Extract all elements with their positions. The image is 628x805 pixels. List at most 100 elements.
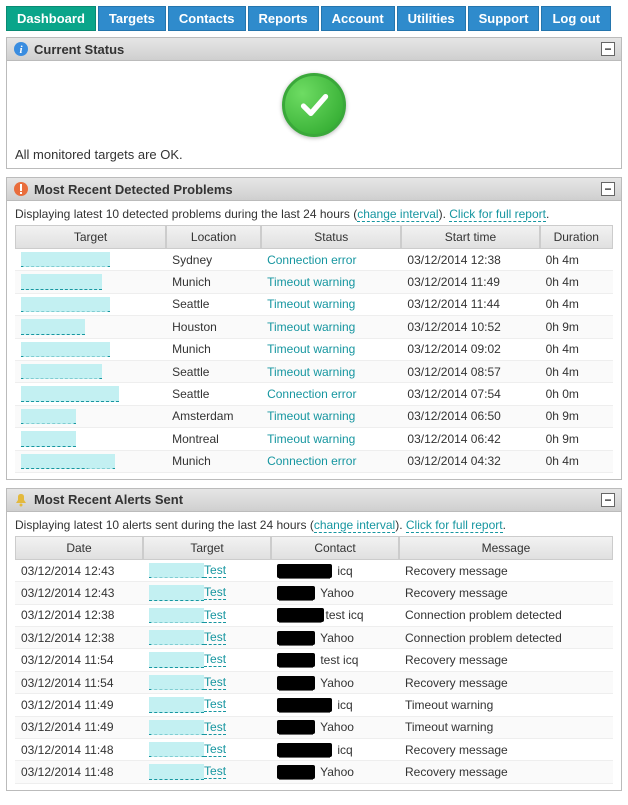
status-ok-badge-container [15, 67, 613, 141]
column-header: Duration [540, 225, 613, 249]
table-row: VoiceShot T███ Munich Connection error 03/1… [15, 451, 613, 473]
subtext-mid: ). [439, 207, 450, 221]
change-interval-link[interactable]: change interval [314, 518, 395, 533]
main-nav: Dashboard Targets Contacts Reports Accou… [6, 6, 622, 31]
target-link[interactable]: █████████ [21, 274, 102, 289]
full-report-link[interactable]: Click for full report [449, 207, 546, 222]
panel-title-problems: Most Recent Detected Problems [34, 182, 233, 197]
start-time-cell: 03/12/2014 08:57 [401, 361, 539, 383]
subtext-prefix: Displaying latest 10 detected problems d… [15, 207, 357, 221]
date-cell: 03/12/2014 12:38 [15, 627, 143, 649]
target-link[interactable]: ██████ [21, 409, 76, 424]
collapse-button[interactable]: − [601, 493, 615, 507]
target-link[interactable]: ██████████ [21, 252, 110, 267]
contact-cell: Yahoo [317, 631, 354, 645]
target-link[interactable]: Test [204, 608, 226, 623]
location-cell: Montreal [166, 428, 261, 450]
column-header: Target [15, 225, 166, 249]
panel-problems: Most Recent Detected Problems − Displayi… [6, 177, 622, 480]
full-report-link[interactable]: Click for full report [406, 518, 503, 533]
start-time-cell: 03/12/2014 09:02 [401, 339, 539, 361]
status-link[interactable]: Timeout warning [267, 320, 355, 334]
duration-cell: 0h 9m [540, 406, 613, 428]
contact-cell: Yahoo [317, 720, 354, 734]
date-cell: 03/12/2014 11:49 [15, 717, 143, 739]
table-row: ██████████MunichTimeout warning03/12/201… [15, 339, 613, 361]
target-link[interactable]: ███████ [21, 319, 85, 334]
nav-targets[interactable]: Targets [98, 6, 166, 31]
table-row: ██████████SeattleTimeout warning03/12/20… [15, 294, 613, 316]
contact-cell: Yahoo [317, 586, 354, 600]
date-cell: 03/12/2014 11:54 [15, 672, 143, 694]
location-cell: Munich [166, 451, 261, 473]
nav-reports[interactable]: Reports [248, 6, 319, 31]
contact-cell: test icq [326, 608, 364, 622]
target-link[interactable]: Test [204, 652, 226, 667]
nav-dashboard[interactable]: Dashboard [6, 6, 96, 31]
target-link[interactable]: ██████████ [21, 342, 110, 357]
duration-cell: 0h 4m [540, 361, 613, 383]
problems-table: TargetLocationStatusStart timeDuration █… [15, 225, 613, 473]
status-link[interactable]: Timeout warning [267, 432, 355, 446]
status-link[interactable]: Timeout warning [267, 365, 355, 379]
table-row: █████████ Seattle Timeout warning 03/12/201… [15, 361, 613, 383]
nav-support[interactable]: Support [468, 6, 540, 31]
table-row: ██████MontrealTimeout warning03/12/2014 … [15, 428, 613, 450]
table-row: ███████HoustonTimeout warning03/12/2014 … [15, 316, 613, 338]
target-link[interactable]: Test [204, 563, 226, 578]
target-link[interactable]: ██████████ [21, 297, 110, 312]
message-cell: Timeout warning [399, 694, 613, 716]
target-link[interactable]: ███████████ [21, 386, 119, 401]
target-link[interactable]: █████████ [21, 364, 102, 379]
date-cell: 03/12/2014 11:48 [15, 739, 143, 761]
column-header: Date [15, 536, 143, 560]
contact-cell: Yahoo [317, 765, 354, 779]
message-cell: Recovery message [399, 582, 613, 604]
target-link[interactable]: VoiceShot T███ [21, 454, 115, 469]
panel-body-alerts: Displaying latest 10 alerts sent during … [7, 512, 621, 790]
target-link[interactable]: Test [204, 630, 226, 645]
contact-cell: Yahoo [317, 676, 354, 690]
location-cell: Amsterdam [166, 406, 261, 428]
panel-alerts: Most Recent Alerts Sent − Displaying lat… [6, 488, 622, 791]
nav-account[interactable]: Account [321, 6, 395, 31]
table-row: 03/12/2014 11:54██████ Test████ test icq… [15, 649, 613, 671]
target-link[interactable]: Test [204, 697, 226, 712]
target-link[interactable]: Test [204, 764, 226, 779]
date-cell: 03/12/2014 11:48 [15, 761, 143, 783]
bell-icon [13, 492, 29, 508]
contact-cell: icq [334, 564, 353, 578]
message-cell: Connection problem detected [399, 605, 613, 627]
duration-cell: 0h 4m [540, 339, 613, 361]
collapse-button[interactable]: − [601, 182, 615, 196]
nav-logout[interactable]: Log out [541, 6, 611, 31]
subtext-prefix: Displaying latest 10 alerts sent during … [15, 518, 314, 532]
panel-body-status: All monitored targets are OK. [7, 61, 621, 168]
status-link[interactable]: Timeout warning [267, 275, 355, 289]
subtext-mid: ). [395, 518, 406, 532]
panel-title-alerts: Most Recent Alerts Sent [34, 492, 183, 507]
location-cell: Seattle [166, 361, 261, 383]
date-cell: 03/12/2014 11:49 [15, 694, 143, 716]
message-cell: Recovery message [399, 672, 613, 694]
status-link[interactable]: Connection error [267, 253, 356, 267]
table-row: 03/12/2014 11:49██████ Test██████ icqTim… [15, 694, 613, 716]
target-link[interactable]: ██████ [21, 431, 76, 446]
status-link[interactable]: Timeout warning [267, 297, 355, 311]
status-link[interactable]: Timeout warning [267, 342, 355, 356]
start-time-cell: 03/12/2014 04:32 [401, 451, 539, 473]
status-link[interactable]: Connection error [267, 387, 356, 401]
table-row: 03/12/2014 11:48██████ Test████ YahooRec… [15, 761, 613, 783]
status-link[interactable]: Connection error [267, 454, 356, 468]
target-link[interactable]: Test [204, 675, 226, 690]
status-link[interactable]: Timeout warning [267, 409, 355, 423]
nav-utilities[interactable]: Utilities [397, 6, 466, 31]
collapse-button[interactable]: − [601, 42, 615, 56]
alerts-subtext: Displaying latest 10 alerts sent during … [15, 518, 613, 532]
panel-title-status: Current Status [34, 42, 124, 57]
target-link[interactable]: Test [204, 720, 226, 735]
target-link[interactable]: Test [204, 585, 226, 600]
nav-contacts[interactable]: Contacts [168, 6, 246, 31]
alert-icon [13, 181, 29, 197]
change-interval-link[interactable]: change interval [357, 207, 438, 222]
